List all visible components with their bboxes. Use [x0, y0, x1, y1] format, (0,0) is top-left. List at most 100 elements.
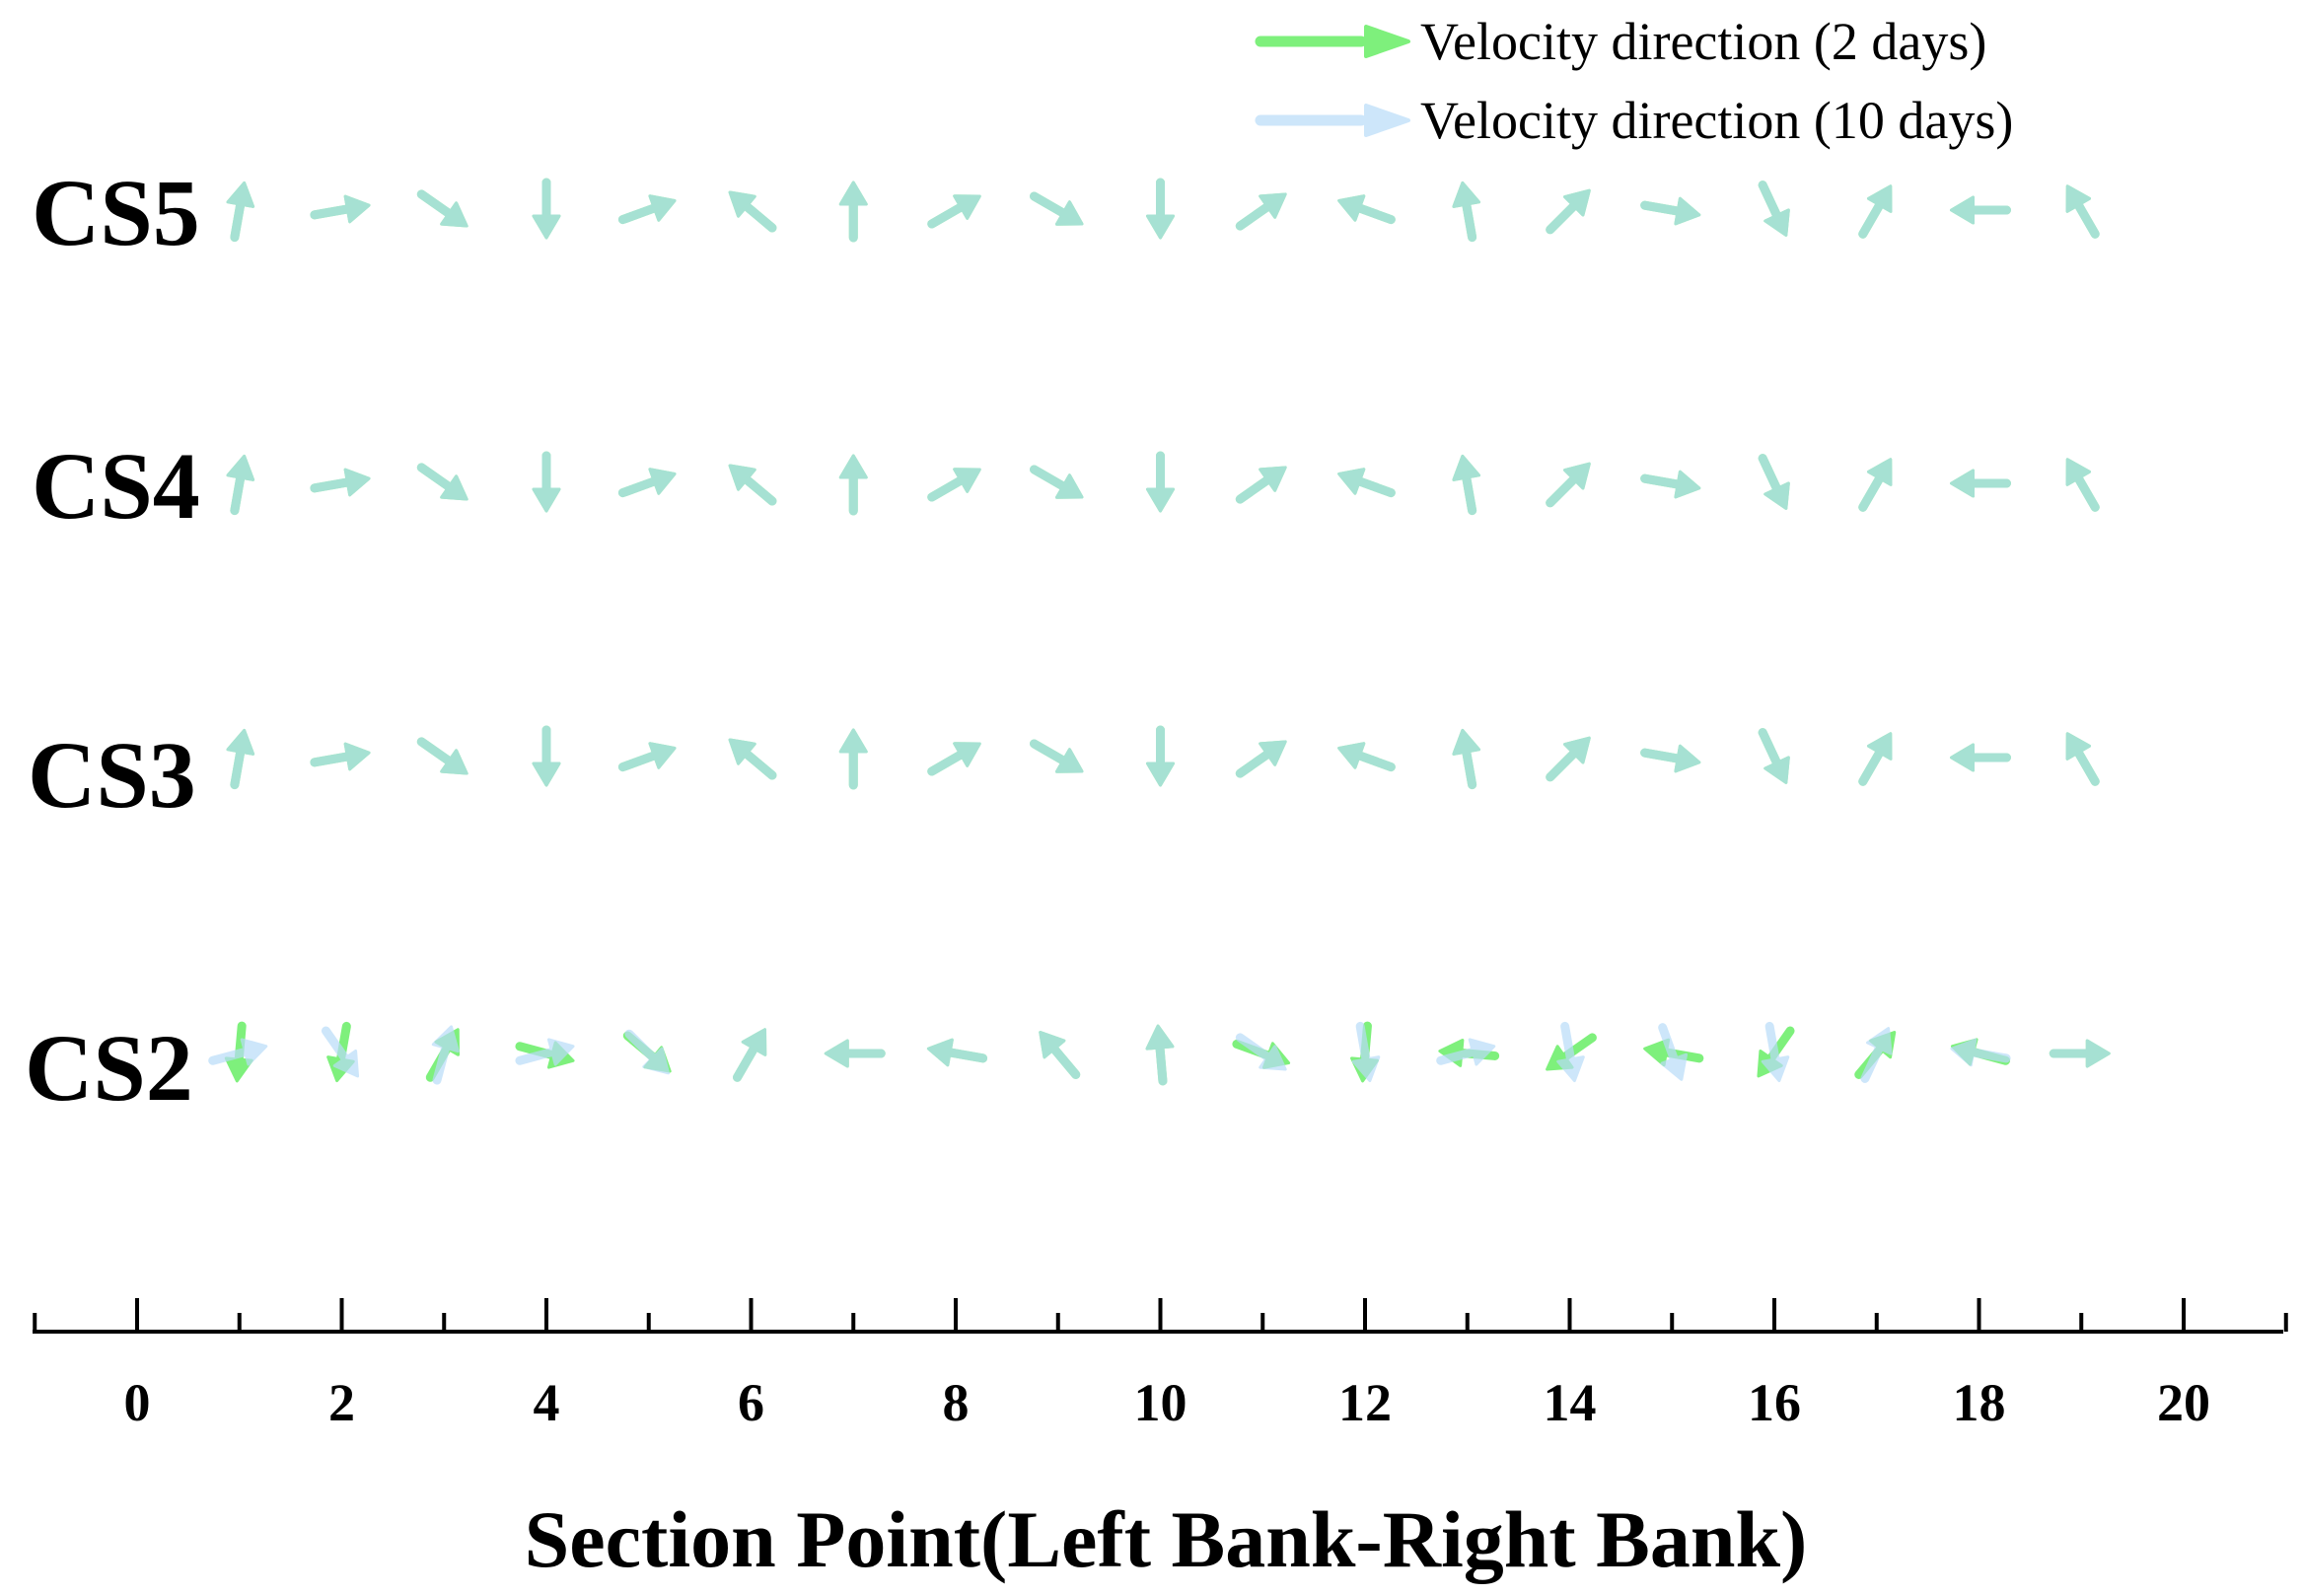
vector-arrow-10d-cs2-10 — [1145, 1024, 1175, 1086]
vector-arrow-10d-cs4-12 — [1337, 468, 1396, 498]
vector-arrow-10d-cs2-6 — [733, 1028, 767, 1082]
vector-arrow-10d-cs3-19 — [2065, 732, 2100, 786]
vector-arrow-10d-cs4-4 — [532, 451, 561, 513]
vector-arrow-10d-cs3-9 — [1030, 739, 1084, 773]
row-label-cs2: CS2 — [25, 1015, 193, 1121]
vector-arrow-10d-cs3-13 — [1452, 728, 1481, 790]
vector-arrow-10d-cs5-8 — [927, 194, 981, 229]
vector-arrow-10d-cs4-11 — [1235, 466, 1287, 504]
x-axis: 0 2 4 6 8 10 12 14 16 18 20 — [33, 1298, 2288, 1432]
row-label-cs4: CS4 — [32, 433, 200, 539]
vector-arrow-10d-cs4-3 — [416, 463, 468, 501]
vector-arrow-10d-cs2-18 — [1950, 1038, 2011, 1067]
x-tick-label: 12 — [1338, 1373, 1392, 1432]
row-labels: CS5 CS4 CS3 CS2 — [25, 160, 200, 1121]
vector-arrow-10d-cs5-15 — [1640, 196, 1701, 226]
vector-arrow-10d-cs5-17 — [1858, 184, 1893, 239]
vector-arrow-10d-cs2-17 — [1860, 1027, 1893, 1083]
vector-arrow-10d-cs4-6 — [728, 464, 777, 506]
x-tick-label: 6 — [738, 1373, 764, 1432]
vector-arrow-10d-cs3-18 — [1950, 743, 2011, 772]
vector-arrow-10d-cs5-5 — [617, 194, 677, 225]
x-tick-label: 18 — [1953, 1373, 2006, 1432]
x-tick-label: 2 — [328, 1373, 355, 1432]
x-tick-label: 10 — [1134, 1373, 1187, 1432]
vector-arrow-10d-cs2-19 — [2049, 1039, 2111, 1068]
row-label-cs3: CS3 — [28, 722, 196, 828]
x-tick-label: 16 — [1748, 1373, 1801, 1432]
vector-arrow-10d-cs2-13 — [1436, 1038, 1496, 1066]
vector-arrow-10d-cs3-10 — [1146, 725, 1175, 787]
vector-arrow-10d-cs3-7 — [838, 728, 868, 790]
vector-arrow-10d-cs2-9 — [1039, 1031, 1081, 1079]
vector-arrow-10d-cs5-10 — [1146, 178, 1175, 240]
vector-arrow-10d-cs5-14 — [1546, 188, 1591, 235]
vector-arrow-10d-cs2-5 — [624, 1029, 671, 1075]
vector-arrow-10d-cs5-12 — [1337, 194, 1396, 225]
x-tick-label: 14 — [1544, 1373, 1597, 1432]
vector-arrow-10d-cs2-14 — [1556, 1021, 1585, 1083]
vector-arrow-10d-cs5-16 — [1758, 181, 1790, 237]
legend: Velocity direction (2 days) Velocity dire… — [1255, 12, 2013, 150]
vector-arrow-10d-cs3-1 — [226, 728, 255, 790]
vector-arrow-10d-cs5-19 — [2065, 184, 2100, 239]
x-tick-label: 20 — [2157, 1373, 2210, 1432]
vector-arrow-10d-cs5-6 — [728, 190, 777, 233]
x-tick-label: 0 — [124, 1373, 151, 1432]
vector-arrow-10d-cs4-13 — [1452, 454, 1481, 516]
vector-arrow-10d-cs3-4 — [532, 725, 561, 787]
legend-label: Velocity direction (10 days) — [1420, 91, 2013, 150]
vector-arrow-10d-cs4-2 — [310, 468, 371, 497]
vector-field — [208, 178, 2111, 1086]
vector-arrow-10d-cs2-2 — [321, 1026, 360, 1078]
vector-arrow-10d-cs4-19 — [2065, 458, 2100, 512]
vector-arrow-10d-cs2-8 — [926, 1038, 988, 1067]
vector-arrow-10d-cs2-3 — [431, 1025, 460, 1085]
x-tick-label: 4 — [534, 1373, 560, 1432]
row-label-cs5: CS5 — [32, 160, 200, 265]
vector-arrow-10d-cs4-9 — [1030, 465, 1084, 499]
vector-arrow-10d-cs3-14 — [1546, 736, 1591, 782]
x-tick-label: 8 — [943, 1373, 970, 1432]
vector-arrow-10d-cs2-4 — [515, 1038, 575, 1066]
vector-arrow-10d-cs5-2 — [310, 194, 371, 224]
vector-arrow-10d-cs5-11 — [1235, 192, 1287, 231]
vector-arrow-10d-cs5-4 — [532, 178, 561, 240]
vector-arrow-10d-cs5-13 — [1452, 181, 1481, 243]
vector-arrow-10d-cs4-5 — [617, 468, 677, 498]
vector-arrow-10d-cs4-17 — [1858, 458, 1893, 512]
vector-arrow-10d-cs3-5 — [617, 742, 677, 772]
vector-arrow-10d-cs3-15 — [1640, 744, 1701, 773]
vector-arrow-10d-cs4-14 — [1546, 462, 1591, 508]
x-axis-ticks: 0 2 4 6 8 10 12 14 16 18 20 — [33, 1298, 2288, 1432]
vector-arrow-10d-cs4-7 — [838, 454, 868, 516]
vector-arrow-10d-cs5-18 — [1950, 195, 2011, 225]
vector-arrow-10d-cs4-16 — [1758, 454, 1790, 510]
legend-item — [1255, 104, 1410, 137]
vector-arrow-10d-cs3-2 — [310, 742, 371, 771]
vector-arrow-10d-cs4-1 — [226, 454, 255, 516]
vector-arrow-10d-cs2-1 — [208, 1038, 268, 1066]
vector-arrow-10d-cs2-16 — [1761, 1021, 1790, 1083]
vector-arrow-10d-cs5-7 — [838, 181, 868, 243]
x-axis-title: Section Point(Left Bank-Right Bank) — [525, 1494, 1808, 1584]
vector-arrow-10d-cs4-18 — [1950, 469, 2011, 498]
vector-arrow-10d-cs4-8 — [927, 468, 981, 502]
vector-arrow-10d-cs3-3 — [416, 737, 468, 775]
vector-arrow-10d-cs2-7 — [824, 1039, 886, 1068]
legend-label: Velocity direction (2 days) — [1420, 12, 1986, 71]
vector-arrow-10d-cs3-6 — [728, 738, 777, 780]
vector-arrow-10d-cs2-12 — [1351, 1021, 1381, 1083]
vector-arrow-10d-cs5-3 — [416, 189, 468, 228]
vector-arrow-10d-cs5-9 — [1030, 191, 1084, 226]
vector-arrow-10d-cs4-15 — [1640, 470, 1701, 499]
legend-item — [1255, 25, 1410, 58]
vector-arrow-10d-cs3-17 — [1858, 732, 1893, 786]
vector-arrow-10d-cs3-12 — [1337, 742, 1396, 772]
vector-arrow-10d-cs3-11 — [1235, 740, 1287, 778]
vector-arrow-10d-cs4-10 — [1146, 451, 1175, 513]
vector-arrow-10d-cs2-15 — [1658, 1023, 1689, 1081]
vector-arrow-10d-cs3-16 — [1758, 728, 1790, 784]
vector-arrow-10d-cs2-11 — [1235, 1033, 1287, 1071]
